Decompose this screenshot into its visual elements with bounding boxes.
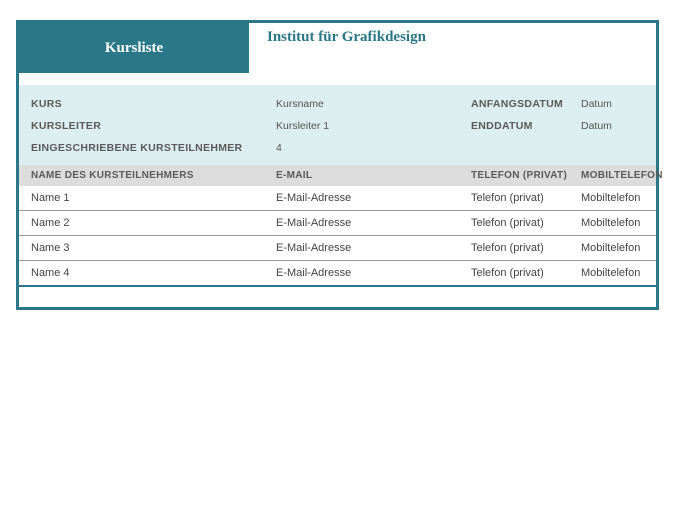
label-anfangsdatum: ANFANGSDATUM	[471, 98, 581, 110]
document-frame: Kursliste Institut für Grafikdesign KURS…	[16, 20, 659, 310]
table-body: Name 1 E-Mail-Adresse Telefon (privat) M…	[19, 186, 656, 287]
col-name: NAME DES KURSTEILNEHMERS	[31, 170, 276, 181]
col-email: E-MAIL	[276, 170, 471, 181]
value-kurs: Kursname	[276, 98, 471, 110]
value-enddatum: Datum	[581, 120, 644, 132]
course-info-block: KURS Kursname ANFANGSDATUM Datum KURSLEI…	[19, 85, 656, 165]
table-row: Name 2 E-Mail-Adresse Telefon (privat) M…	[19, 211, 656, 236]
cell-phone: Telefon (privat)	[471, 192, 581, 204]
table-header: NAME DES KURSTEILNEHMERS E-MAIL TELEFON …	[19, 165, 656, 186]
col-mobile: MOBILTELEFON	[581, 170, 663, 181]
cell-email: E-Mail-Adresse	[276, 217, 471, 229]
cell-mobile: Mobiltelefon	[581, 242, 644, 254]
cell-name: Name 1	[31, 192, 276, 204]
value-kursleiter: Kursleiter 1	[276, 120, 471, 132]
page-title: Kursliste	[19, 23, 249, 73]
table-row: Name 4 E-Mail-Adresse Telefon (privat) M…	[19, 261, 656, 287]
info-row-kursleiter: KURSLEITER Kursleiter 1 ENDDATUM Datum	[31, 115, 644, 137]
cell-name: Name 3	[31, 242, 276, 254]
label-eingeschriebene: EINGESCHRIEBENE KURSTEILNEHMER	[31, 142, 276, 154]
value-anfangsdatum: Datum	[581, 98, 644, 110]
cell-email: E-Mail-Adresse	[276, 267, 471, 279]
cell-phone: Telefon (privat)	[471, 217, 581, 229]
cell-phone: Telefon (privat)	[471, 242, 581, 254]
col-phone: TELEFON (PRIVAT)	[471, 170, 581, 181]
info-row-kurs: KURS Kursname ANFANGSDATUM Datum	[31, 93, 644, 115]
label-kurs: KURS	[31, 98, 276, 110]
table-row: Name 3 E-Mail-Adresse Telefon (privat) M…	[19, 236, 656, 261]
cell-mobile: Mobiltelefon	[581, 267, 644, 279]
cell-email: E-Mail-Adresse	[276, 192, 471, 204]
cell-mobile: Mobiltelefon	[581, 217, 644, 229]
info-row-enrolled: EINGESCHRIEBENE KURSTEILNEHMER 4	[31, 137, 644, 159]
label-enddatum: ENDDATUM	[471, 120, 581, 132]
value-eingeschriebene: 4	[276, 142, 471, 154]
cell-email: E-Mail-Adresse	[276, 242, 471, 254]
label-kursleiter: KURSLEITER	[31, 120, 276, 132]
table-row: Name 1 E-Mail-Adresse Telefon (privat) M…	[19, 186, 656, 211]
institute-name: Institut für Grafikdesign	[249, 23, 426, 73]
cell-name: Name 2	[31, 217, 276, 229]
header-row: Kursliste Institut für Grafikdesign	[19, 23, 656, 73]
cell-mobile: Mobiltelefon	[581, 192, 644, 204]
cell-name: Name 4	[31, 267, 276, 279]
cell-phone: Telefon (privat)	[471, 267, 581, 279]
